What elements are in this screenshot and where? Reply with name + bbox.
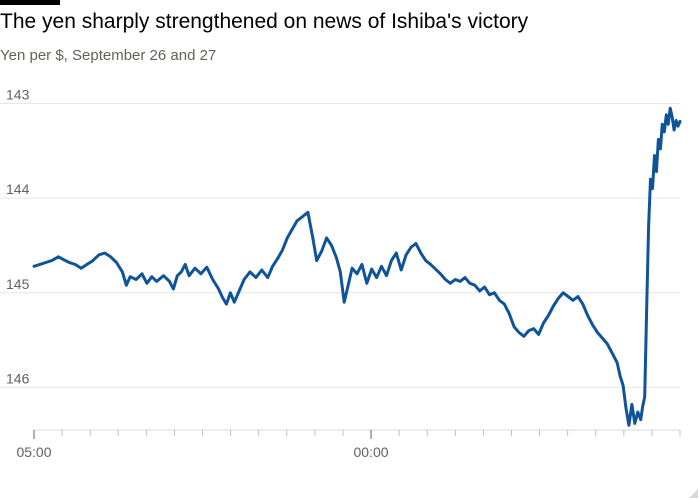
x-tick-label-1: 00:00	[354, 444, 389, 460]
chart-subtitle: Yen per $, September 26 and 27	[0, 47, 217, 64]
y-tick-label-143: 143	[6, 86, 30, 102]
brand-bar	[0, 0, 60, 5]
x-tick-label-0: 05:00	[16, 444, 51, 460]
y-tick-label-144: 144	[6, 181, 30, 197]
y-tick-label-145: 145	[6, 276, 30, 292]
chart-title: The yen sharply strengthened on news of …	[0, 10, 529, 33]
series-line-0	[32, 106, 682, 427]
y-tick-label-146: 146	[6, 370, 30, 386]
resize-corner-icon	[689, 489, 698, 498]
